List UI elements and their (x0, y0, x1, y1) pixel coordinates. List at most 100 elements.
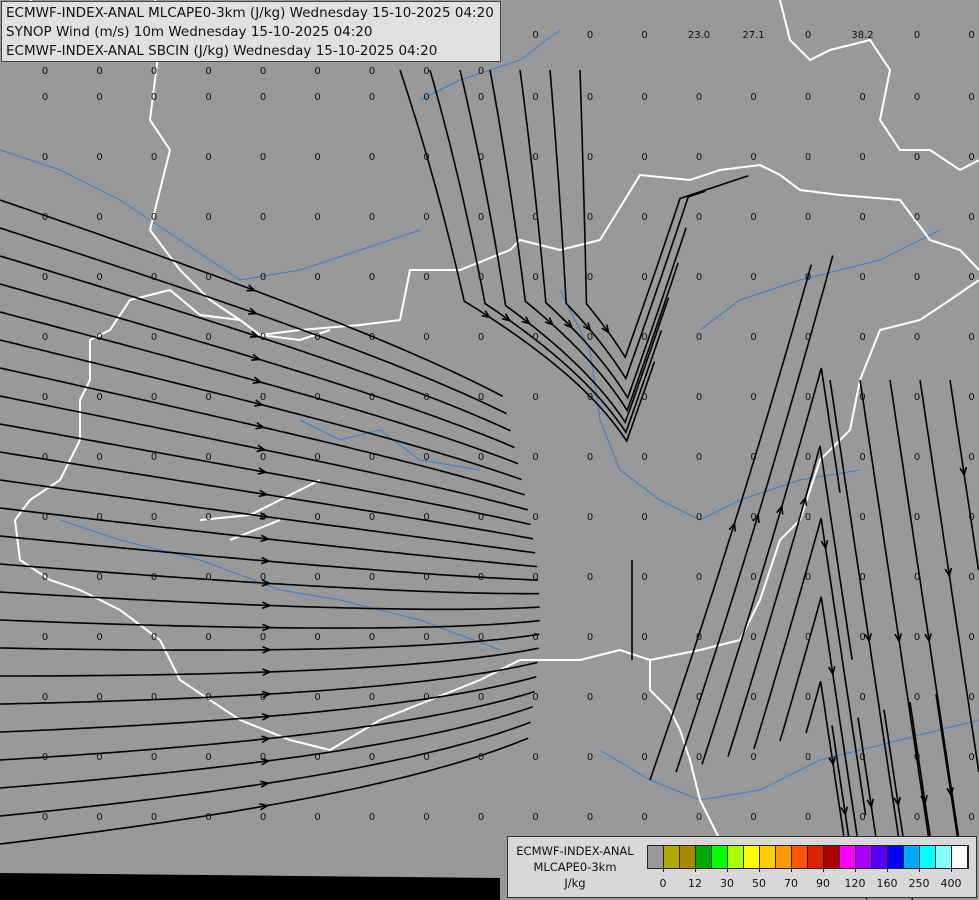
sbcin-value: 0 (314, 152, 320, 163)
sbcin-value: 0 (96, 572, 102, 583)
map-header: ECMWF-INDEX-ANAL MLCAPE0-3km (J/kg) Wedn… (1, 1, 501, 62)
sbcin-value: 0 (42, 152, 48, 163)
streamline-arrowhead (481, 310, 492, 319)
streamline-arrowhead (257, 467, 268, 475)
sbcin-value: 0 (205, 212, 211, 223)
streamline-arrowhead (261, 601, 272, 610)
streamline (753, 518, 867, 816)
sbcin-value: 0 (805, 92, 811, 103)
streamline-arrowhead (840, 806, 849, 817)
streamline-arrowhead (799, 495, 808, 506)
sbcin-value: 0 (968, 272, 974, 283)
sbcin-value: 0 (750, 212, 756, 223)
sbcin-value: 0 (587, 332, 593, 343)
sbcin-value: 0 (151, 272, 157, 283)
sbcin-value: 0 (96, 92, 102, 103)
streamline (889, 379, 969, 897)
sbcin-value: 0 (914, 272, 920, 283)
streamline (829, 379, 909, 897)
sbcin-value: 0 (314, 692, 320, 703)
sbcin-value: 0 (260, 632, 266, 643)
legend-tick-label: 120 (844, 877, 866, 890)
sbcin-value: 0 (260, 512, 266, 523)
streamline-arrowhead (261, 735, 272, 744)
streamline-arrowhead (260, 534, 271, 543)
sbcin-value: 0 (369, 452, 375, 463)
sbcin-value: 0 (42, 212, 48, 223)
legend-swatch (808, 846, 824, 868)
sbcin-value: 0 (205, 692, 211, 703)
sbcin-value: 0 (42, 632, 48, 643)
sbcin-value: 0 (42, 332, 48, 343)
sbcin-value: 0 (750, 272, 756, 283)
legend-tick-label: 0 (659, 877, 667, 890)
sbcin-value: 0 (914, 692, 920, 703)
sbcin-value: 0 (96, 332, 102, 343)
sbcin-value: 0 (914, 332, 920, 343)
streamline (0, 367, 525, 496)
sbcin-value: 0 (532, 452, 538, 463)
sbcin-value: 0 (696, 572, 702, 583)
legend-swatch (712, 846, 728, 868)
sbcin-value: 0 (587, 272, 593, 283)
river-line (0, 149, 421, 281)
sbcin-value: 0 (587, 92, 593, 103)
sbcin-value: 0 (696, 692, 702, 703)
sbcin-value: 0 (205, 632, 211, 643)
sbcin-value: 0 (314, 512, 320, 523)
sbcin-value: 0 (42, 512, 48, 523)
sbcin-value: 0 (96, 452, 102, 463)
rivers (0, 29, 979, 801)
streamline-arrowhead (261, 690, 272, 699)
streamline (579, 69, 749, 360)
streamline-arrowhead (258, 489, 269, 498)
sbcin-value: 0 (423, 92, 429, 103)
sbcin-value: 0 (641, 392, 647, 403)
sbcin-value: 0 (205, 812, 211, 823)
streamline-arrowhead (864, 633, 872, 644)
sbcin-value: 0 (314, 92, 320, 103)
sbcin-value: 0 (532, 212, 538, 223)
sbcin-value: 0 (859, 512, 865, 523)
sbcin-value: 0 (532, 30, 538, 41)
streamline (0, 563, 540, 595)
header-line-mlcape: ECMWF-INDEX-ANAL MLCAPE0-3km (J/kg) Wedn… (6, 5, 494, 21)
sbcin-value: 0 (641, 572, 647, 583)
sbcin-value: 0 (42, 92, 48, 103)
sbcin-value: 0 (423, 212, 429, 223)
sbcin-value: 0 (696, 812, 702, 823)
sbcin-value: 0 (260, 152, 266, 163)
streamline-arrowhead (259, 803, 270, 811)
sbcin-value: 0 (641, 152, 647, 163)
sbcin-value: 0 (696, 332, 702, 343)
sbcin-value: 0 (423, 692, 429, 703)
legend-swatch (728, 846, 744, 868)
sbcin-value: 0 (750, 332, 756, 343)
sbcin-value: 0 (369, 212, 375, 223)
streamline-arrowhead (728, 521, 736, 532)
sbcin-value: 0 (369, 752, 375, 763)
legend-tick-mark (919, 867, 920, 872)
sbcin-value: 0 (587, 152, 593, 163)
sbcin-value: 0 (696, 152, 702, 163)
sbcin-value: 0 (859, 272, 865, 283)
sbcin-value: 0 (260, 452, 266, 463)
sbcin-value: 27.1 (742, 30, 764, 41)
sbcin-value: 0 (750, 92, 756, 103)
sbcin-value: 0 (641, 512, 647, 523)
legend-tick-mark (951, 867, 952, 872)
sbcin-value: 0 (205, 66, 211, 77)
streamline-arrowhead (924, 633, 932, 644)
sbcin-value: 0 (750, 812, 756, 823)
sbcin-value: 0 (260, 692, 266, 703)
legend-tick-mark (791, 867, 792, 872)
border-line (199, 479, 321, 541)
sbcin-value: 0 (859, 812, 865, 823)
sbcin-value: 0 (750, 392, 756, 403)
sbcin-value: 0 (859, 392, 865, 403)
sbcin-value: 0 (42, 272, 48, 283)
legend-tick-label: 90 (816, 877, 830, 890)
river-line (559, 289, 861, 521)
sbcin-value: 0 (696, 512, 702, 523)
